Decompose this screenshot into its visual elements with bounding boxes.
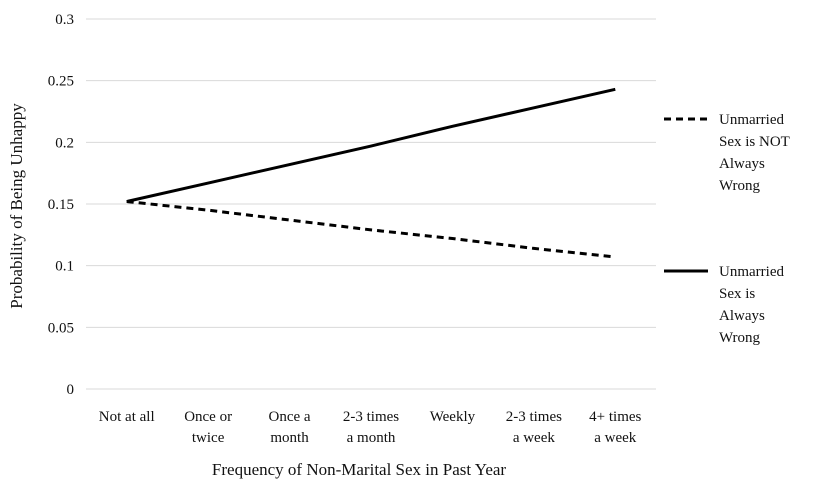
x-tick-label-line: month <box>270 430 309 446</box>
y-tick-label: 0.3 <box>55 12 74 28</box>
x-tick-label-line: a week <box>513 430 556 446</box>
legend-label-line: Sex is NOT <box>719 134 790 150</box>
y-tick-label: 0.1 <box>55 259 74 275</box>
x-tick-label-line: 2-3 times <box>343 409 399 425</box>
x-tick-label-line: a week <box>594 430 637 446</box>
x-tick-label: 4+ times a week <box>589 409 641 446</box>
x-tick-label: Weekly <box>430 409 476 425</box>
x-tick-label: 2-3 times a month <box>343 409 399 446</box>
legend-label-line: Sex is <box>719 286 755 302</box>
legend-label-line: Unmarried <box>719 112 784 128</box>
legend: Unmarried Sex is NOT Always Wrong Unmarried S… <box>664 112 790 346</box>
legend-label-line: Unmarried <box>719 264 784 280</box>
x-axis-title: Frequency of Non-Marital Sex in Past Yea… <box>212 460 506 479</box>
y-tick-label: 0 <box>67 382 75 398</box>
legend-label-line: Wrong <box>719 330 761 346</box>
x-tick-label-line: Once or <box>184 409 232 425</box>
x-tick-label-line: Weekly <box>430 409 476 425</box>
x-tick-label-line: 4+ times <box>589 409 641 425</box>
y-axis-title: Probability of Being Unhappy <box>7 103 26 309</box>
x-tick-label-line: Not at all <box>99 409 155 425</box>
legend-label-line: Always <box>719 308 765 324</box>
legend-label-line: Wrong <box>719 178 761 194</box>
series-lines <box>126 87 616 259</box>
x-tick-label-line: a month <box>347 430 396 446</box>
x-tick-label-line: Once a <box>269 409 311 425</box>
x-axis-ticks: Not at all Once or twice Once a month 2-3 tim… <box>99 409 642 446</box>
y-tick-label: 0.2 <box>55 135 74 151</box>
y-tick-label: 0.15 <box>48 197 74 213</box>
x-tick-label-line: twice <box>192 430 225 446</box>
gridlines <box>86 18 656 390</box>
x-tick-label: Once or twice <box>184 409 232 446</box>
x-tick-label-line: 2-3 times <box>506 409 562 425</box>
series-line-not-always-wrong <box>126 200 616 259</box>
legend-label-line: Always <box>719 156 765 172</box>
series-line-always-wrong <box>126 87 616 203</box>
x-tick-label: 2-3 times a week <box>506 409 562 446</box>
y-axis-ticks: 0 0.05 0.1 0.15 0.2 0.25 0.3 <box>48 12 74 398</box>
y-tick-label: 0.05 <box>48 320 74 336</box>
x-tick-label: Once a month <box>269 409 311 446</box>
y-tick-label: 0.25 <box>48 74 74 90</box>
legend-label: Unmarried Sex is NOT Always Wrong <box>719 112 790 194</box>
x-tick-label: Not at all <box>99 409 155 425</box>
legend-label: Unmarried Sex is Always Wrong <box>719 264 784 346</box>
